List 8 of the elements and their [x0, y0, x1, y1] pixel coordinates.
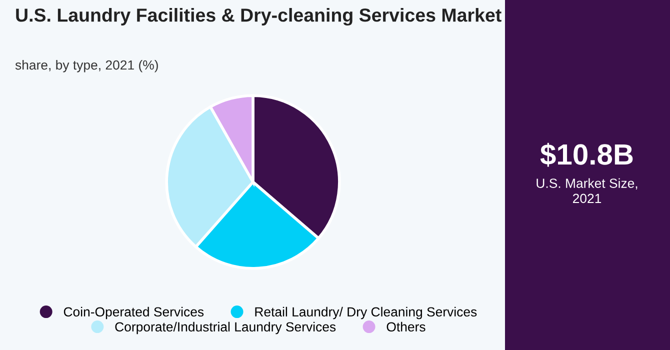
text: U.S. Market Size, 2021	[536, 178, 638, 204]
text: $10.8B	[540, 142, 633, 167]
chart-subtitle: share, by type, 2021 (%)	[15, 60, 158, 72]
legend-label: Retail Laundry/ Dry Cleaning Services	[255, 306, 477, 320]
chart-title: U.S. Laundry Facilities & Dry-cleaning Services Market	[16, 8, 502, 26]
legend-label: Others	[386, 322, 426, 332]
legend-label: Coin-Operated Services	[64, 306, 204, 320]
legend-label: Corporate/Industrial Laundry Services	[115, 322, 336, 334]
